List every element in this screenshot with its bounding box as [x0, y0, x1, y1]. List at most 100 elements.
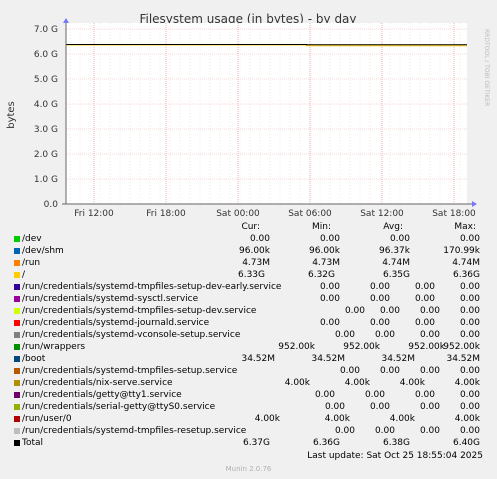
legend-avg-value: 6.38G [382, 438, 410, 448]
legend-row: Total 6.37G 6.36G 6.38G 6.40G [0, 437, 497, 449]
legend-series-name: /run/credentials/getty@tty1.service [22, 390, 182, 400]
legend-swatch [14, 272, 20, 278]
legend-min-value: 0.00 [369, 282, 390, 292]
legend-row: /boot 34.52M 34.52M 34.52M 34.52M [0, 353, 497, 365]
legend-cur-value: 0.00 [334, 330, 355, 340]
legend-min-value: 952.00k [343, 342, 380, 352]
legend-row: /run/credentials/systemd-journald.servic… [0, 317, 497, 329]
legend-avg-value: 4.00k [399, 378, 425, 388]
y-tick-label: 6.0 G [34, 50, 58, 60]
legend-max-value: 4.00k [454, 378, 480, 388]
header-avg: Avg: [383, 222, 403, 232]
x-tick-label: Fri 18:00 [146, 209, 186, 219]
legend-max-value: 0.00 [459, 402, 480, 412]
rrdtool-label: RRDTOOL / TOBI OETIKER [483, 29, 490, 106]
legend-row: /run/credentials/systemd-tmpfiles-setup.… [0, 365, 497, 377]
x-tick-label: Sat 06:00 [288, 209, 332, 219]
legend-series-name: /run/credentials/systemd-tmpfiles-setup-… [22, 282, 282, 292]
last-update: Last update: Sat Oct 25 18:55:04 2025 [307, 451, 483, 461]
legend-swatch [14, 380, 20, 386]
y-tick-label: 4.0 G [34, 100, 58, 110]
legend-max-value: 0.00 [459, 234, 480, 244]
legend-cur-value: 0.00 [319, 294, 340, 304]
header-max: Max: [454, 222, 476, 232]
legend-avg-value: 0.00 [419, 366, 440, 376]
legend-min-value: 0.00 [369, 294, 390, 304]
legend-row: /run 4.73M 4.73M 4.74M 4.74M [0, 257, 497, 269]
legend-max-value: 0.00 [459, 426, 480, 436]
legend-min-value: 6.32G [307, 270, 335, 280]
legend-max-value: 0.00 [459, 294, 480, 304]
legend-max-value: 4.74M [452, 258, 480, 268]
legend-min-value: 6.36G [312, 438, 340, 448]
legend-cur-value: 952.00k [278, 342, 315, 352]
legend-series-name: /run/credentials/systemd-sysctl.service [22, 294, 199, 304]
legend-cur-value: 6.37G [242, 438, 270, 448]
chart-title: Filesystem usage (in bytes) - by day [139, 12, 356, 26]
legend-series-name: /run/credentials/systemd-tmpfiles-setup.… [22, 366, 238, 376]
legend-min-value: 0.00 [379, 306, 400, 316]
legend-max-value: 0.00 [459, 366, 480, 376]
y-tick-label: 2.0 G [34, 150, 58, 160]
header-min: Min: [311, 222, 331, 232]
legend-series-name: /run/credentials/serial-getty@ttyS0.serv… [22, 402, 216, 412]
legend-swatch [14, 332, 20, 338]
legend-cur-value: 0.00 [324, 402, 345, 412]
legend-max-value: 0.00 [459, 282, 480, 292]
legend-cur-value: 0.00 [319, 318, 340, 328]
y-ticks: 0.0 1.0 G 2.0 G 3.0 G 4.0 G 5.0 G 6.0 G 7.0 G [34, 25, 58, 210]
legend-max-value: 170.99k [443, 246, 480, 256]
legend-series-name: /run/user/0 [22, 414, 72, 424]
legend-min-value: 4.00k [344, 378, 370, 388]
legend-row: /run/credentials/systemd-tmpfiles-setup-… [0, 305, 497, 317]
legend-row: /run/credentials/getty@tty1.service 0.00 0… [0, 389, 497, 401]
legend-cur-value: 0.00 [339, 366, 360, 376]
legend-avg-value: 0.00 [419, 306, 440, 316]
legend-cur-value: 96.00k [239, 246, 270, 256]
legend-cur-value: 0.00 [249, 234, 270, 244]
legend-max-value: 952.00k [443, 342, 480, 352]
legend-max-value: 0.00 [459, 318, 480, 328]
legend-series-name: / [22, 270, 26, 280]
legend-avg-value: 0.00 [419, 426, 440, 436]
legend-max-value: 0.00 [459, 330, 480, 340]
legend-max-value: 4.00k [454, 414, 480, 424]
legend-avg-value: 0.00 [414, 282, 435, 292]
plot-area [66, 23, 467, 204]
legend-cur-value: 4.00k [284, 378, 310, 388]
legend-row: / 6.33G 6.32G 6.35G 6.36G [0, 269, 497, 281]
legend-min-value: 0.00 [379, 366, 400, 376]
legend-avg-value: 34.52M [381, 354, 415, 364]
legend-series-name: /dev [22, 234, 42, 244]
legend-swatch [14, 416, 20, 422]
legend-swatch [14, 428, 20, 434]
legend-row: /run/user/0 4.00k 4.00k 4.00k 4.00k [0, 413, 497, 425]
x-tick-label: Sat 12:00 [360, 209, 404, 219]
legend-cur-value: 4.73M [242, 258, 270, 268]
legend-min-value: 0.00 [369, 318, 390, 328]
legend-min-value: 96.00k [309, 246, 340, 256]
legend-avg-value: 4.00k [389, 414, 415, 424]
legend-series-name: /run/wrappers [22, 342, 86, 352]
legend-swatch [14, 440, 20, 446]
legend-max-value: 6.40G [452, 438, 480, 448]
legend-swatch [14, 260, 20, 266]
x-tick-label: Fri 12:00 [74, 209, 114, 219]
legend-max-value: 0.00 [459, 390, 480, 400]
legend-series-name: /run/credentials/systemd-tmpfiles-resetu… [22, 426, 247, 436]
y-axis-arrow [63, 18, 69, 23]
legend-avg-value: 0.00 [389, 234, 410, 244]
legend-row: /run/credentials/systemd-sysctl.service 0… [0, 293, 497, 305]
legend-series-name: /run [22, 258, 41, 268]
legend-swatch [14, 308, 20, 314]
legend-avg-value: 952.00k [408, 342, 445, 352]
legend-swatch [14, 404, 20, 410]
legend-cur-value: 6.33G [237, 270, 265, 280]
legend-series-name: /dev/shm [22, 246, 64, 256]
legend-min-value: 0.00 [319, 234, 340, 244]
legend-series-name: /run/credentials/systemd-journald.servic… [22, 318, 210, 328]
legend-swatch [14, 284, 20, 290]
legend-cur-value: 34.52M [241, 354, 275, 364]
legend-avg-value: 0.00 [419, 402, 440, 412]
header-cur: Cur: [241, 222, 260, 232]
